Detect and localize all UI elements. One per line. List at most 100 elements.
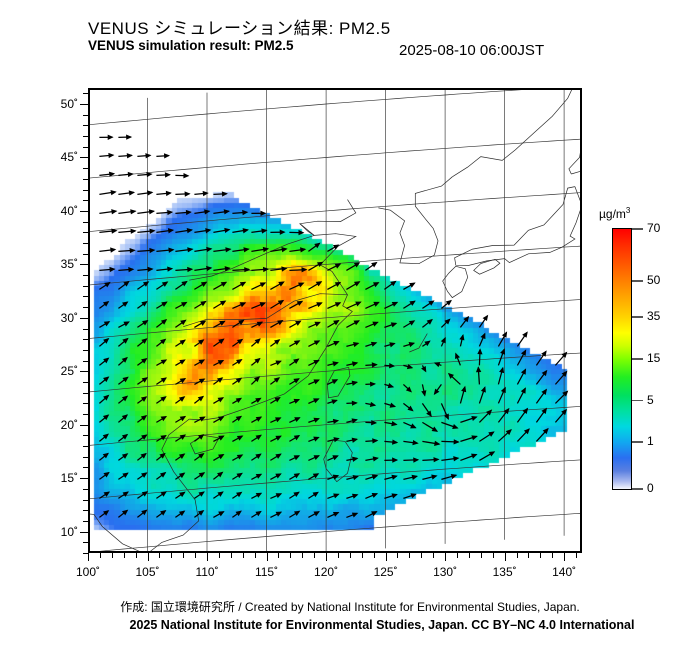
x-axis-tick-label: 105˚: [135, 565, 160, 579]
y-axis-minor-tick: [83, 467, 88, 469]
y-axis-minor-tick: [83, 178, 88, 180]
x-axis-minor-tick: [349, 553, 351, 558]
y-axis-minor-tick: [83, 125, 88, 127]
x-axis-tick-label: 120˚: [314, 565, 339, 579]
y-axis-tick-label: 10˚: [60, 524, 78, 539]
x-axis-minor-tick: [123, 553, 125, 558]
x-axis-major-tick: [88, 553, 89, 561]
y-axis-minor-tick: [83, 339, 88, 341]
x-axis-minor-tick: [302, 553, 304, 558]
y-axis-minor-tick: [83, 542, 88, 544]
x-axis-minor-tick: [278, 553, 280, 558]
y-axis-minor-tick: [83, 392, 88, 394]
x-axis-minor-tick: [135, 553, 137, 558]
colorbar-tick: [632, 488, 643, 490]
y-axis-minor-tick: [83, 93, 88, 95]
y-axis-tick-label: 35˚: [60, 257, 78, 272]
colorbar-tick-label: 70: [647, 221, 661, 235]
page-title-english: VENUS simulation result: PM2.5: [88, 38, 294, 53]
x-axis-minor-tick: [290, 553, 292, 558]
x-axis-minor-tick: [111, 553, 113, 558]
y-axis-minor-tick: [83, 520, 88, 522]
colorbar-unit-label: µg/m3: [599, 206, 630, 221]
y-axis-minor-tick: [83, 435, 88, 437]
x-axis-major-tick: [266, 553, 268, 561]
x-axis-minor-tick: [540, 553, 542, 558]
colorbar-tick: [632, 280, 643, 282]
x-axis-major-tick: [504, 553, 506, 561]
y-axis-minor-tick: [83, 381, 88, 383]
y-axis-minor-tick: [83, 307, 88, 309]
x-axis-major-tick: [147, 553, 149, 561]
y-axis-major-tick: [80, 157, 88, 159]
colorbar-tick-label: 50: [647, 273, 661, 287]
y-axis-major-tick: [80, 371, 88, 373]
footer-credit-line: 作成: 国立環境研究所 / Created by National Instit…: [120, 600, 580, 614]
colorbar-unit-exponent: 3: [625, 206, 631, 215]
y-axis-minor-tick: [83, 403, 88, 405]
colorbar-unit-text: µg/m: [599, 207, 626, 221]
y-axis-major-tick: [80, 531, 88, 533]
y-axis-minor-tick: [83, 328, 88, 330]
x-axis-major-tick: [564, 553, 566, 561]
x-axis-minor-tick: [337, 553, 339, 558]
timestamp-label: 2025-08-10 06:00JST: [399, 42, 545, 59]
x-axis-minor-tick: [99, 553, 101, 558]
y-axis-tick-label: 30˚: [60, 310, 78, 325]
y-axis-minor-tick: [83, 446, 88, 448]
y-axis-minor-tick: [83, 499, 88, 501]
footer-license-line: 2025 National Institute for Environmenta…: [0, 618, 700, 632]
y-axis-tick-label: 40˚: [60, 203, 78, 218]
y-axis-tick-label: 15˚: [60, 471, 78, 486]
y-axis-minor-tick: [83, 146, 88, 148]
x-axis-minor-tick: [552, 553, 554, 558]
y-axis-minor-tick: [83, 349, 88, 351]
colorbar-legend: 70 50 35 15 5 1 0: [612, 221, 660, 495]
x-axis-minor-tick: [183, 553, 185, 558]
x-axis-minor-tick: [576, 553, 578, 558]
x-axis-tick-label: 130˚: [433, 565, 458, 579]
pm25-concentration-heatmap: [88, 88, 582, 553]
y-axis-minor-tick: [83, 510, 88, 512]
x-axis-tick-label: 115˚: [254, 565, 279, 579]
y-axis-tick-label: 50˚: [60, 97, 78, 112]
x-axis-minor-tick: [159, 553, 161, 558]
x-axis-minor-tick: [314, 553, 316, 558]
x-axis-minor-tick: [242, 553, 244, 558]
map-plot-area: [88, 88, 582, 553]
y-axis-minor-tick: [83, 296, 88, 298]
x-axis-minor-tick: [171, 553, 173, 558]
colorbar-tick: [632, 316, 643, 318]
y-axis-major-tick: [80, 317, 88, 319]
colorbar-tick-label: 35: [647, 309, 661, 324]
x-axis-minor-tick: [397, 553, 399, 558]
y-axis-major-tick: [80, 264, 88, 266]
y-axis-tick-label: 20˚: [60, 417, 78, 432]
x-axis-minor-tick: [409, 553, 411, 558]
y-axis-minor-tick: [83, 243, 88, 244]
y-axis-minor-tick: [83, 221, 88, 223]
y-axis-tick-label: 45˚: [60, 150, 78, 165]
x-axis-minor-tick: [254, 553, 256, 558]
x-axis-minor-tick: [218, 553, 220, 558]
x-axis-major-tick: [326, 553, 328, 561]
x-axis-tick-label: 100˚: [75, 565, 101, 579]
y-axis-minor-tick: [83, 232, 88, 234]
y-axis-minor-tick: [83, 553, 88, 554]
y-axis-major-tick: [80, 210, 88, 212]
x-axis-minor-tick: [195, 553, 197, 558]
y-axis-minor-tick: [83, 360, 88, 362]
x-axis-major-tick: [207, 553, 209, 561]
colorbar-tick: [632, 441, 643, 443]
x-axis-minor-tick: [480, 553, 482, 558]
y-axis-minor-tick: [83, 414, 88, 416]
colorbar-tick: [632, 228, 643, 230]
y-axis-minor-tick: [83, 488, 88, 490]
y-axis-minor-tick: [83, 253, 88, 255]
colorbar-tick: [632, 358, 643, 360]
y-axis-major-tick: [80, 424, 88, 426]
x-axis-minor-tick: [457, 553, 458, 558]
colorbar-gradient: [612, 228, 632, 490]
colorbar-tick-label: 0: [647, 481, 654, 495]
